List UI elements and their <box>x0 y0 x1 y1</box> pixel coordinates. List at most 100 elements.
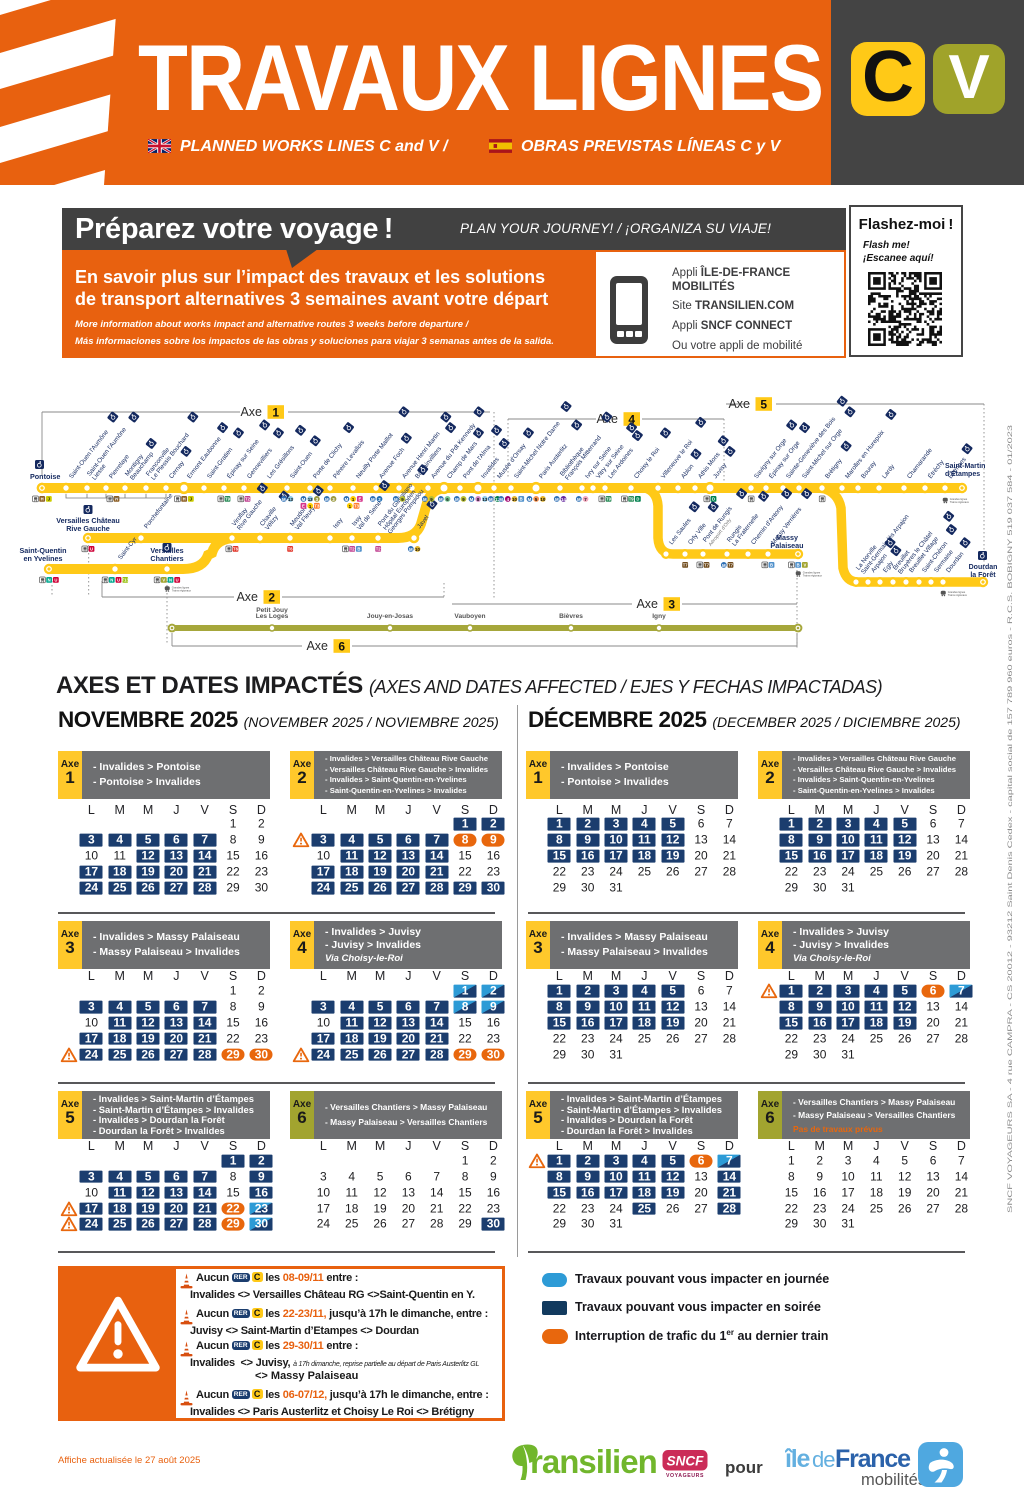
svg-text:U: U <box>54 578 57 583</box>
svg-text:France: France <box>835 1445 911 1473</box>
svg-text:d'Étampes: d'Étampes <box>945 469 980 478</box>
svg-text:Versailles Château: Versailles Château <box>56 516 120 525</box>
svg-text:N: N <box>48 578 51 583</box>
svg-text:Igny: Igny <box>652 613 666 620</box>
svg-text:T9: T9 <box>629 497 635 502</box>
svg-text:Grandes lignes: Grandes lignes <box>803 571 821 575</box>
svg-text:Axe: Axe <box>728 397 750 411</box>
svg-text:T6: T6 <box>288 547 294 552</box>
svg-text:Rive Gauche: Rive Gauche <box>66 524 110 533</box>
svg-text:Grandes lignes: Grandes lignes <box>948 590 966 594</box>
svg-text:Axe: Axe <box>306 639 328 653</box>
svg-text:N: N <box>169 578 172 583</box>
svg-text:V: V <box>803 563 806 568</box>
svg-text:J: J <box>190 497 193 502</box>
svg-text:6: 6 <box>338 639 345 653</box>
svg-text:Petit Jouy: Petit Jouy <box>256 607 288 614</box>
svg-text:H: H <box>115 497 118 502</box>
svg-text:SNCF: SNCF <box>667 1454 705 1469</box>
svg-text:12: 12 <box>495 497 500 502</box>
svg-text:4: 4 <box>507 497 510 502</box>
svg-text:Trains régionaux: Trains régionaux <box>950 500 970 504</box>
svg-text:Palaiseau: Palaiseau <box>770 541 803 550</box>
svg-text:9: 9 <box>401 497 404 502</box>
svg-text:Grandes lignes: Grandes lignes <box>172 586 190 590</box>
svg-text:Les Loges: Les Loges <box>256 613 289 620</box>
svg-text:T2: T2 <box>350 547 356 552</box>
svg-text:V: V <box>162 578 165 583</box>
svg-text:SNCF VOYAGEURS SA - 4 rue CAMP: SNCF VOYAGEURS SA - 4 rue CAMPRA - CS 20… <box>1008 424 1014 1213</box>
svg-text:M: M <box>470 497 474 502</box>
svg-text:mobilités: mobilités <box>861 1471 926 1489</box>
svg-text:13: 13 <box>308 497 313 502</box>
svg-text:6: 6 <box>446 497 449 502</box>
svg-text:B: B <box>520 497 523 502</box>
svg-text:Étréchy: Étréchy <box>925 457 946 480</box>
svg-text:M: M <box>489 497 493 502</box>
svg-text:ransilien: ransilien <box>530 1443 657 1480</box>
svg-text:T6: T6 <box>233 547 239 552</box>
svg-text:T7: T7 <box>683 563 689 568</box>
svg-text:Trains régionaux: Trains régionaux <box>803 574 823 578</box>
svg-text:Ablon: Ablon <box>680 463 696 480</box>
svg-text:Trains régionaux: Trains régionaux <box>172 589 192 593</box>
svg-text:T7: T7 <box>728 563 734 568</box>
svg-text:T3: T3 <box>314 504 320 509</box>
svg-text:Pontoise: Pontoise <box>30 472 60 481</box>
svg-text:9: 9 <box>430 497 433 502</box>
svg-text:3: 3 <box>316 497 319 502</box>
svg-text:Saint-Quentin: Saint-Quentin <box>19 546 66 555</box>
svg-text:3: 3 <box>668 597 675 611</box>
svg-text:en Yvelines: en Yvelines <box>23 554 62 563</box>
svg-text:10: 10 <box>415 547 420 552</box>
svg-text:Axe: Axe <box>636 597 658 611</box>
svg-text:1: 1 <box>349 504 352 509</box>
svg-text:Grandes lignes: Grandes lignes <box>950 497 968 501</box>
svg-text:3: 3 <box>332 497 335 502</box>
svg-text:D: D <box>712 497 715 502</box>
svg-text:M: M <box>371 497 375 502</box>
svg-text:B: B <box>357 547 360 552</box>
svg-text:T13: T13 <box>122 578 130 583</box>
svg-text:M: M <box>409 547 413 552</box>
svg-text:10: 10 <box>540 497 545 502</box>
svg-text:Musée d'Orsay: Musée d'Orsay <box>496 442 528 480</box>
svg-text:Saint-Ouen: Saint-Ouen <box>289 450 314 480</box>
svg-text:8: 8 <box>477 497 480 502</box>
svg-text:1: 1 <box>352 497 355 502</box>
svg-text:2: 2 <box>378 497 381 502</box>
svg-text:Saint-Martin: Saint-Martin <box>945 463 985 470</box>
svg-text:H: H <box>183 497 186 502</box>
svg-text:M: M <box>528 497 532 502</box>
svg-text:T3: T3 <box>354 504 360 509</box>
svg-text:E: E <box>358 497 361 502</box>
svg-text:B: B <box>797 563 800 568</box>
svg-text:9: 9 <box>462 497 465 502</box>
svg-text:U: U <box>176 578 179 583</box>
svg-text:M: M <box>455 497 459 502</box>
svg-text:14: 14 <box>561 497 566 502</box>
svg-text:T7: T7 <box>704 563 710 568</box>
svg-text:la Forêt: la Forêt <box>970 572 996 579</box>
svg-text:T2: T2 <box>245 497 251 502</box>
svg-text:Massy: Massy <box>776 533 798 542</box>
svg-text:M: M <box>302 497 306 502</box>
svg-text:U: U <box>117 578 120 583</box>
svg-text:H: H <box>41 497 44 502</box>
svg-text:Cernay: Cernay <box>168 459 187 480</box>
svg-text:N: N <box>110 578 113 583</box>
svg-text:M: M <box>282 497 286 502</box>
svg-text:B: B <box>770 563 773 568</box>
svg-text:E: E <box>302 504 305 509</box>
svg-text:D: D <box>636 497 639 502</box>
svg-text:Choisy le Roi: Choisy le Roi <box>633 447 661 481</box>
svg-text:Axe: Axe <box>240 405 262 419</box>
svg-text:Bièvres: Bièvres <box>559 613 583 620</box>
svg-text:M: M <box>325 497 329 502</box>
svg-text:4: 4 <box>628 412 635 426</box>
svg-text:Issy: Issy <box>332 516 345 530</box>
svg-text:Lardy: Lardy <box>881 463 897 480</box>
svg-text:M: M <box>394 497 398 502</box>
svg-text:13: 13 <box>288 497 293 502</box>
svg-text:2: 2 <box>268 590 275 604</box>
